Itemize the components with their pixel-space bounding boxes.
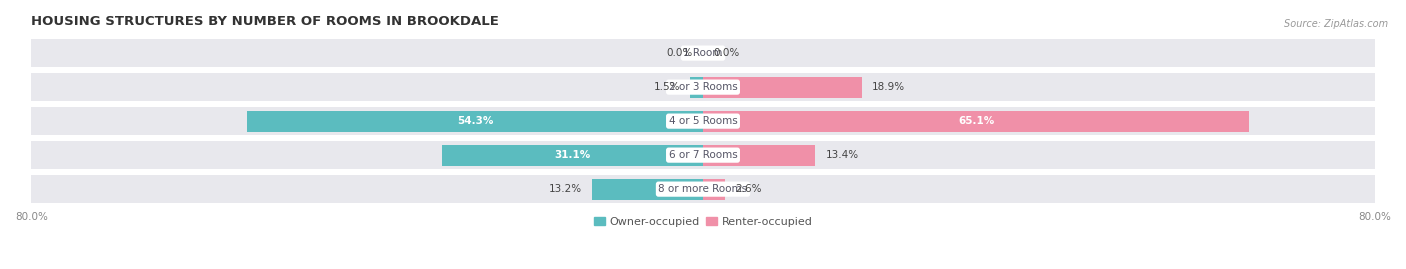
Text: 65.1%: 65.1% [957,116,994,126]
Text: 6 or 7 Rooms: 6 or 7 Rooms [669,150,737,160]
Text: HOUSING STRUCTURES BY NUMBER OF ROOMS IN BROOKDALE: HOUSING STRUCTURES BY NUMBER OF ROOMS IN… [31,15,499,28]
Text: 1.5%: 1.5% [654,82,681,92]
Text: 0.0%: 0.0% [713,48,740,58]
Text: 0.0%: 0.0% [666,48,693,58]
Bar [703,144,815,166]
Text: 1 Room: 1 Room [683,48,723,58]
Text: Source: ZipAtlas.com: Source: ZipAtlas.com [1284,19,1388,29]
Bar [31,73,1375,101]
Text: 8 or more Rooms: 8 or more Rooms [658,184,748,194]
Text: 54.3%: 54.3% [457,116,494,126]
Legend: Owner-occupied, Renter-occupied: Owner-occupied, Renter-occupied [589,212,817,231]
Text: 4 or 5 Rooms: 4 or 5 Rooms [669,116,737,126]
Bar [703,179,725,200]
Bar [31,141,1375,169]
Bar [31,107,1375,135]
Bar [703,111,1250,132]
Bar [31,175,1375,203]
Text: 13.2%: 13.2% [548,184,582,194]
Text: 13.4%: 13.4% [825,150,859,160]
Bar [703,77,862,98]
Bar [31,39,1375,67]
Bar [690,77,703,98]
Bar [441,144,703,166]
Text: 2.6%: 2.6% [735,184,762,194]
Bar [247,111,703,132]
Text: 31.1%: 31.1% [554,150,591,160]
Bar [592,179,703,200]
Text: 2 or 3 Rooms: 2 or 3 Rooms [669,82,737,92]
Text: 18.9%: 18.9% [872,82,905,92]
